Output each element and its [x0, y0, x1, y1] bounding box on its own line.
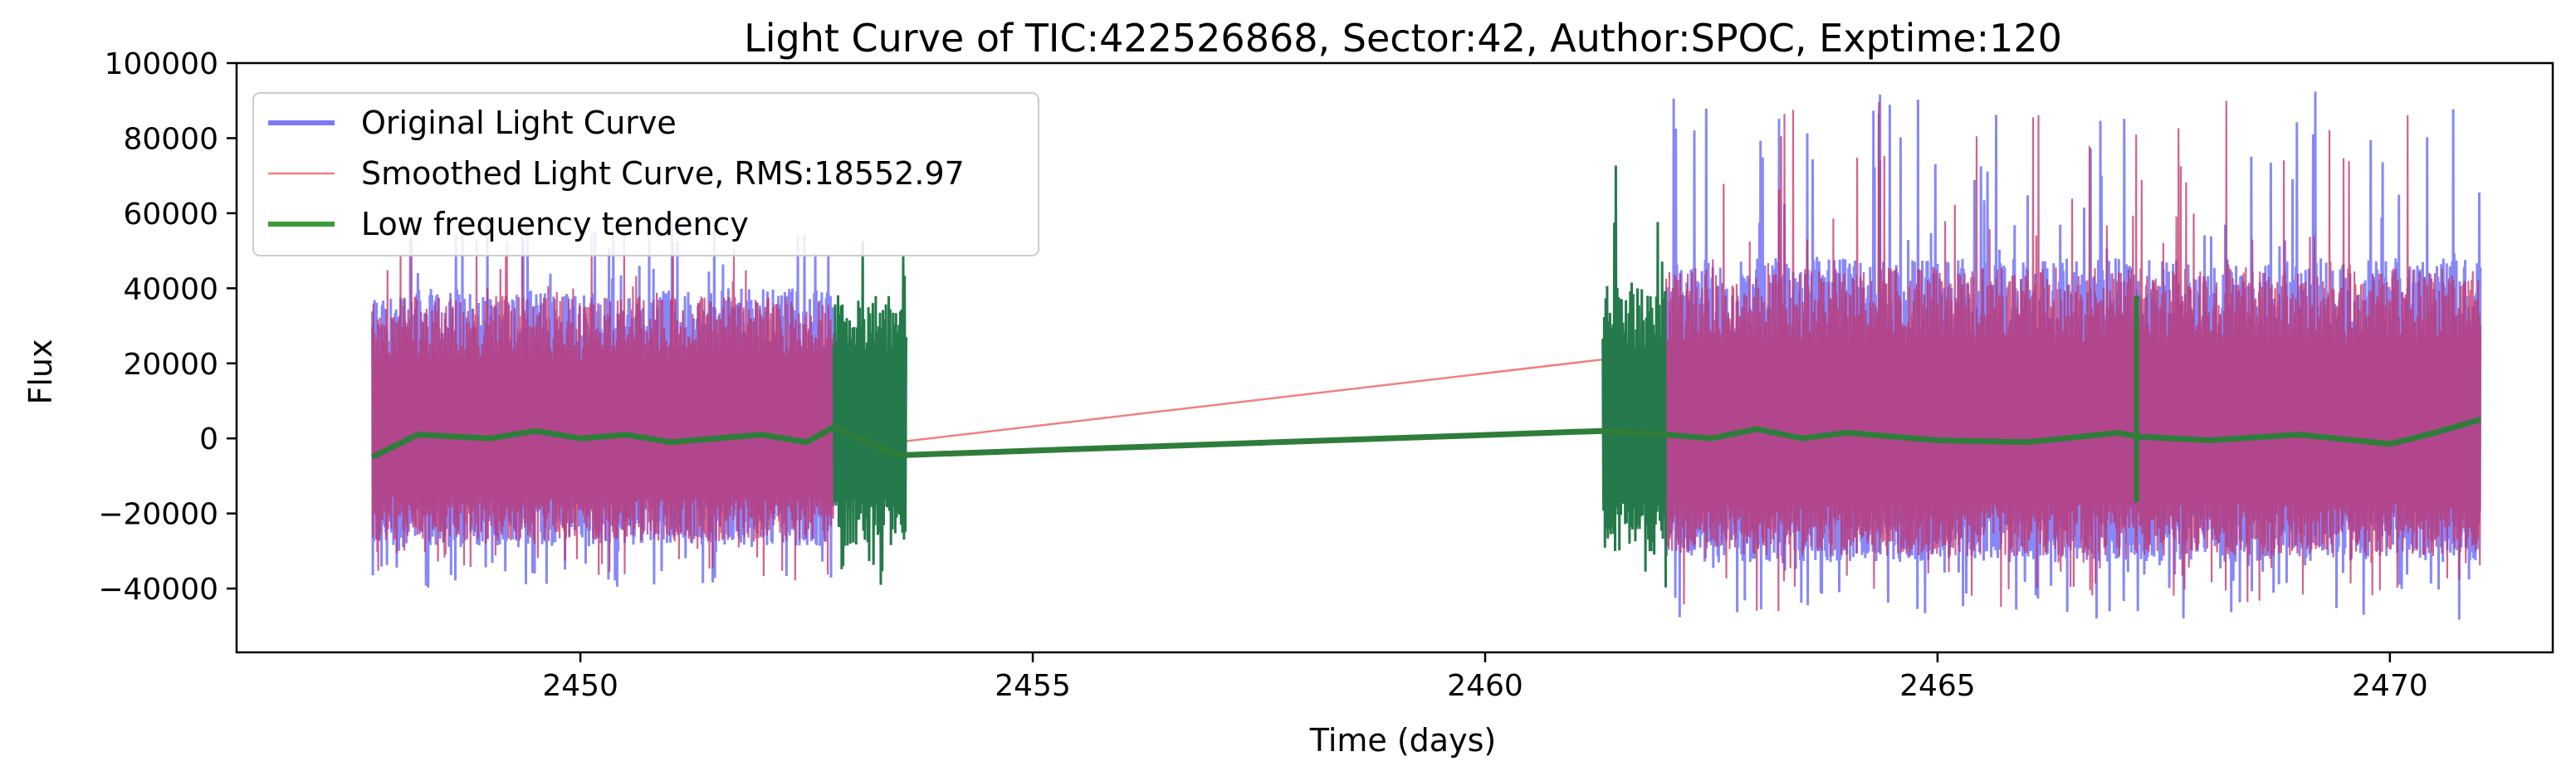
smoothed-curve-band-1	[1664, 100, 2481, 612]
y-tick-label-2: 0	[199, 422, 218, 456]
y-tick-label-7: 100000	[105, 47, 218, 81]
y-tick-label-4: 40000	[123, 272, 218, 306]
legend-smoothed-label: Smoothed Light Curve, RMS:18552.97	[361, 155, 965, 192]
x-tick-label-1: 2455	[995, 669, 1071, 703]
legend-box	[252, 92, 1039, 256]
y-tick-label-1: −20000	[98, 498, 218, 532]
y-tick-label-6: 80000	[123, 122, 218, 156]
plot-area	[370, 91, 2482, 620]
legend-original-label: Original Light Curve	[361, 105, 677, 141]
legend: Original Light Curve Smoothed Light Curve…	[252, 92, 1039, 256]
x-tick-label-0: 2450	[542, 669, 618, 703]
y-axis-label: Flux	[22, 339, 59, 405]
axes: 2450 2455 2460 2465 2470 −40000 −20000 0 20000 40…	[98, 47, 2554, 703]
x-tick-label-3: 2465	[1899, 669, 1976, 703]
x-tick-label-4: 2470	[2352, 669, 2428, 703]
smoothed-gap-line	[833, 350, 1667, 452]
plot-frame	[235, 61, 2554, 654]
chart-title: Light Curve of TIC:422526868, Sector:42,…	[744, 16, 2062, 61]
low-frequency-burst-0	[832, 241, 907, 585]
y-tick-label-3: 20000	[123, 348, 218, 382]
legend-low-frequency-label: Low frequency tendency	[361, 206, 749, 242]
y-tick-label-5: 60000	[123, 198, 218, 232]
x-axis-label: Time (days)	[1309, 722, 1496, 759]
smoothed-curve-band-0	[371, 230, 835, 581]
low-frequency-line	[370, 417, 2481, 460]
low-frequency-burst-1	[1601, 165, 1667, 588]
x-tick-label-2: 2460	[1447, 669, 1523, 703]
y-tick-label-0: −40000	[98, 573, 218, 607]
